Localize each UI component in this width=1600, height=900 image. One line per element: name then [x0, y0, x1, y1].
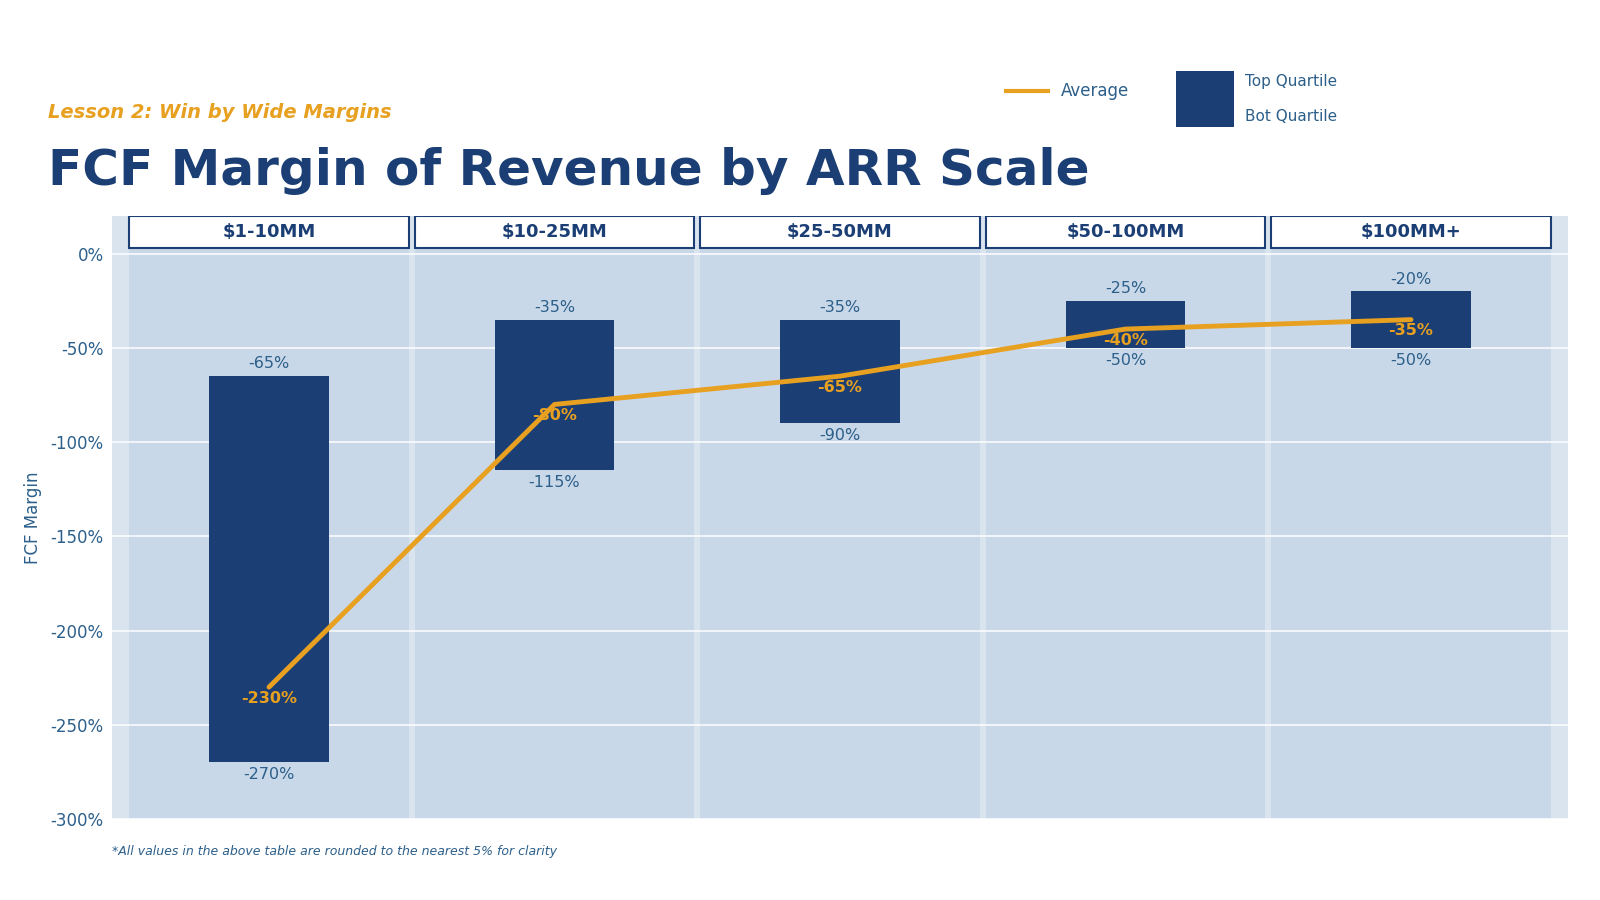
Text: -35%: -35% — [534, 300, 574, 315]
Bar — [1270, 216, 1550, 819]
FancyBboxPatch shape — [1270, 216, 1550, 248]
Text: -90%: -90% — [819, 428, 861, 443]
Text: Bot Quartile: Bot Quartile — [1245, 109, 1338, 124]
Text: -115%: -115% — [528, 475, 581, 491]
Bar — [701, 216, 979, 819]
FancyBboxPatch shape — [414, 216, 694, 248]
Text: Lesson 2: Win by Wide Margins: Lesson 2: Win by Wide Margins — [48, 103, 392, 122]
Text: -65%: -65% — [248, 356, 290, 372]
Text: $10-25MM: $10-25MM — [502, 223, 608, 241]
Bar — [986, 216, 1266, 819]
Bar — [1350, 292, 1470, 348]
Text: *All values in the above table are rounded to the nearest 5% for clarity: *All values in the above table are round… — [112, 845, 557, 858]
Text: -35%: -35% — [1389, 323, 1434, 338]
Text: FCF Margin of Revenue by ARR Scale: FCF Margin of Revenue by ARR Scale — [48, 147, 1090, 195]
Text: -80%: -80% — [533, 409, 578, 423]
Text: $1-10MM: $1-10MM — [222, 223, 315, 241]
Text: $50-100MM: $50-100MM — [1066, 223, 1184, 241]
FancyBboxPatch shape — [130, 216, 410, 248]
Bar — [130, 216, 410, 819]
Bar — [1066, 301, 1186, 348]
Bar — [414, 216, 694, 819]
Text: -25%: -25% — [1106, 281, 1146, 296]
Y-axis label: FCF Margin: FCF Margin — [24, 472, 42, 563]
Text: -230%: -230% — [242, 691, 298, 706]
FancyBboxPatch shape — [986, 216, 1266, 248]
Text: -50%: -50% — [1106, 353, 1146, 367]
Text: -40%: -40% — [1102, 333, 1147, 347]
Text: -20%: -20% — [1390, 272, 1432, 287]
Text: Average: Average — [1061, 82, 1130, 100]
Bar — [781, 320, 899, 423]
Text: $100MM+: $100MM+ — [1360, 223, 1461, 241]
Bar — [1176, 71, 1234, 128]
Text: Top Quartile: Top Quartile — [1245, 74, 1338, 89]
Text: $25-50MM: $25-50MM — [787, 223, 893, 241]
Text: -270%: -270% — [243, 767, 294, 782]
FancyBboxPatch shape — [701, 216, 979, 248]
Text: -65%: -65% — [818, 380, 862, 395]
Text: -35%: -35% — [819, 300, 861, 315]
Bar — [494, 320, 614, 471]
Text: -50%: -50% — [1390, 353, 1432, 367]
Bar — [210, 376, 330, 762]
